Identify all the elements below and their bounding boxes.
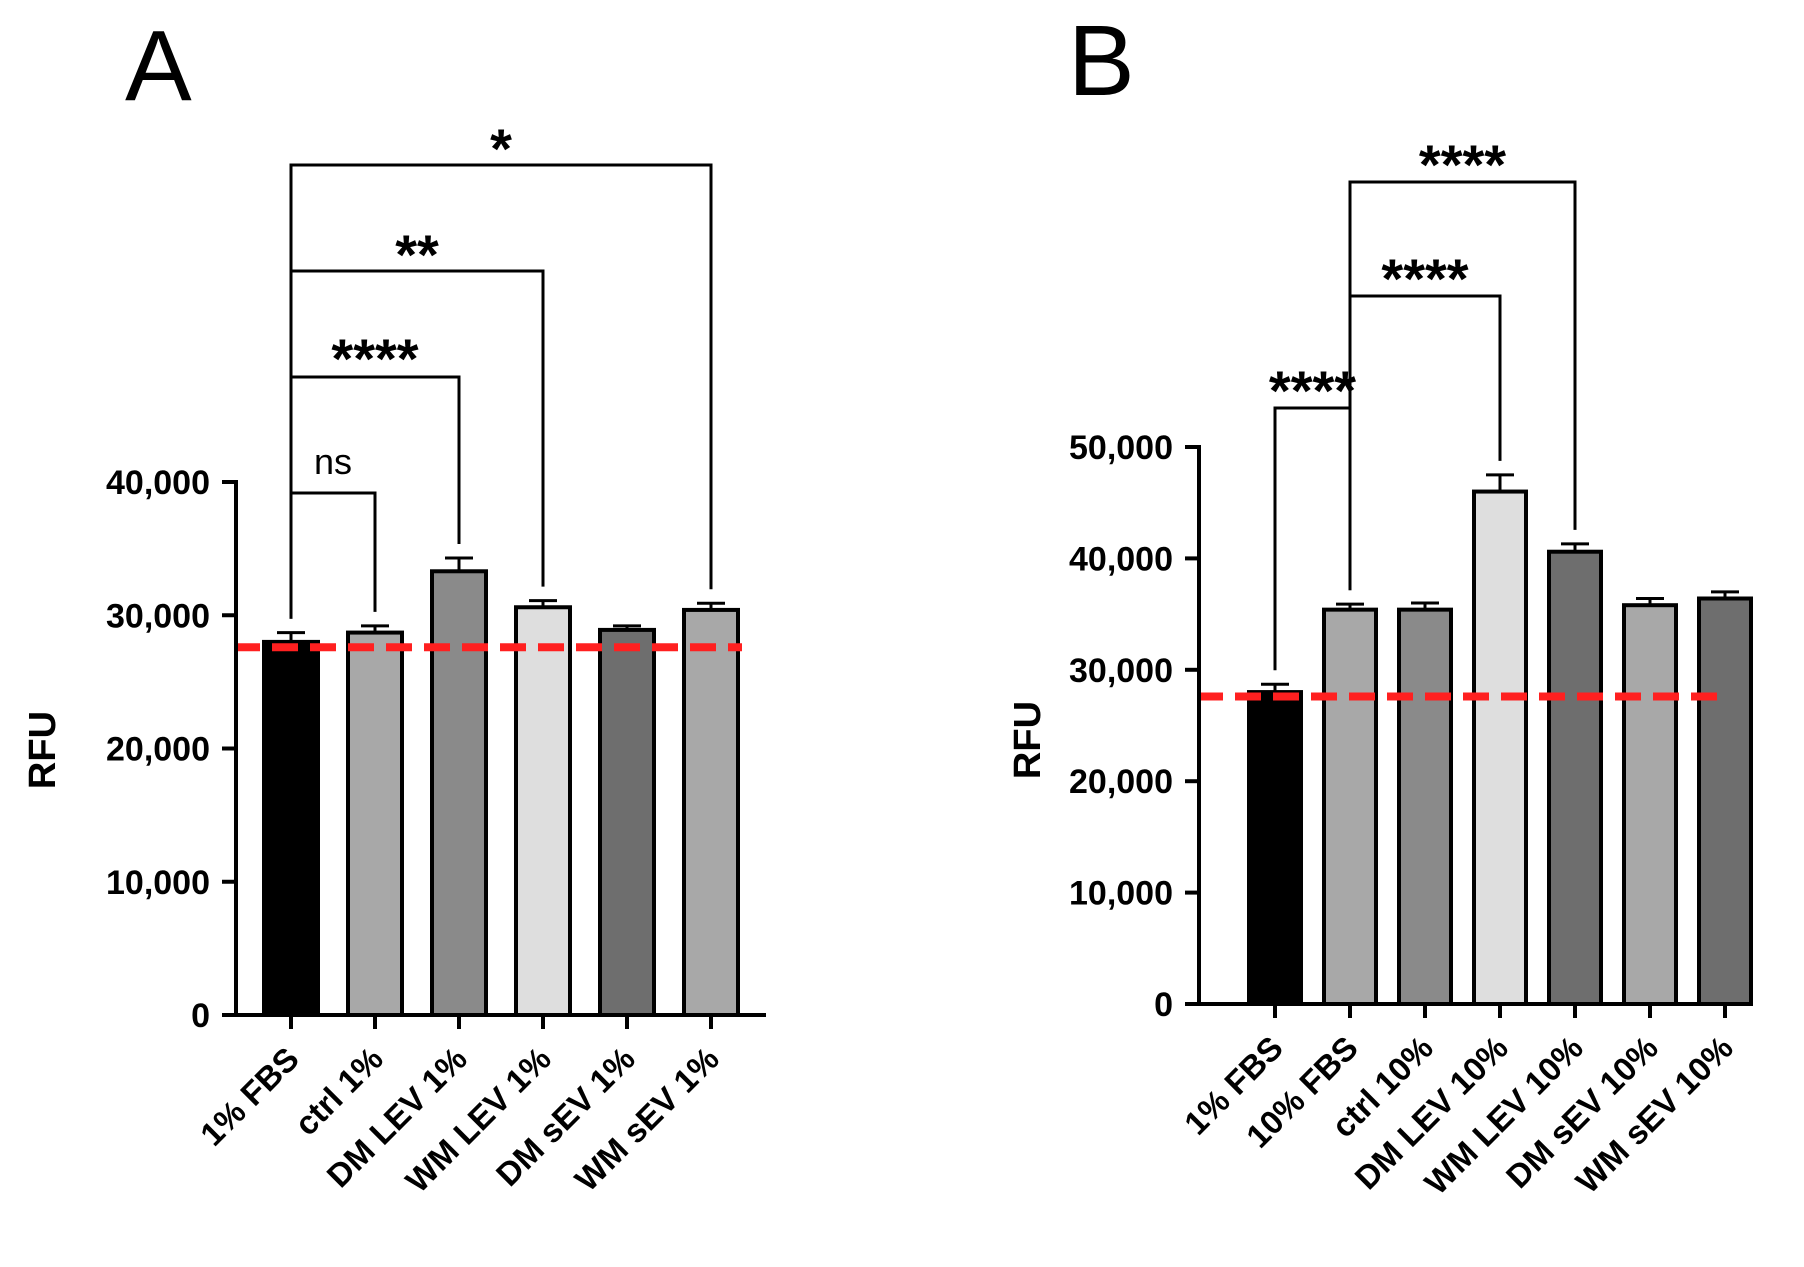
error-bar-4 (1486, 473, 1514, 492)
bar-5 (1547, 549, 1603, 1006)
error-bar-7 (1711, 590, 1739, 599)
error-bar-5 (613, 624, 641, 630)
error-bar-3 (445, 556, 473, 572)
bar-1 (262, 639, 320, 1018)
y-tick-label: 30,000 (106, 597, 210, 635)
error-bar-2 (1336, 602, 1364, 610)
bar-5 (598, 627, 656, 1017)
significance-label: ns (314, 441, 352, 482)
bar-4 (514, 605, 572, 1017)
y-tick-label: 10,000 (106, 864, 210, 902)
y-tick-label: 0 (1154, 986, 1173, 1024)
y-tick-label: 10,000 (1069, 875, 1173, 913)
y-tick-label: 20,000 (106, 731, 210, 769)
significance-label: **** (1419, 133, 1506, 196)
significance-bracket (289, 163, 713, 619)
y-tick-label: 50,000 (1069, 429, 1173, 467)
y-tick-label: 0 (191, 997, 210, 1035)
bar-7 (1697, 596, 1753, 1007)
error-bar-5 (1561, 542, 1589, 552)
error-bar-6 (1636, 597, 1664, 606)
significance-label: ** (395, 223, 439, 286)
x-tick-label: WM LEV 1% (398, 1040, 558, 1200)
y-tick-label: 40,000 (106, 464, 210, 502)
bar-2 (346, 630, 404, 1017)
bar-3 (1397, 607, 1453, 1006)
y-tick-label: 40,000 (1069, 540, 1173, 578)
significance-bracket (289, 491, 377, 619)
panel-letter: B (1068, 5, 1135, 117)
error-bar-1 (1261, 682, 1289, 693)
error-bar-1 (277, 631, 305, 642)
y-tick-label: 30,000 (1069, 652, 1173, 690)
significance-label: * (490, 117, 512, 180)
error-bar-6 (697, 601, 725, 610)
y-axis-label: RFU (22, 711, 64, 789)
bar-6 (682, 607, 740, 1017)
y-axis-label: RFU (1007, 701, 1049, 779)
error-bar-3 (1411, 601, 1439, 610)
y-tick-label: 20,000 (1069, 763, 1173, 801)
significance-bracket (1348, 180, 1577, 591)
significance-label: **** (1269, 359, 1356, 422)
bar-3 (430, 569, 488, 1018)
panel-letter: A (125, 10, 192, 122)
x-tick-label: 1% FBS (193, 1040, 306, 1153)
bar-6 (1622, 603, 1678, 1006)
significance-label: **** (1381, 247, 1468, 310)
bar-4 (1472, 489, 1528, 1006)
error-bar-2 (361, 624, 389, 633)
bar-1 (1247, 690, 1303, 1007)
significance-label: **** (331, 327, 418, 390)
error-bar-4 (529, 599, 557, 608)
bar-2 (1322, 607, 1378, 1006)
